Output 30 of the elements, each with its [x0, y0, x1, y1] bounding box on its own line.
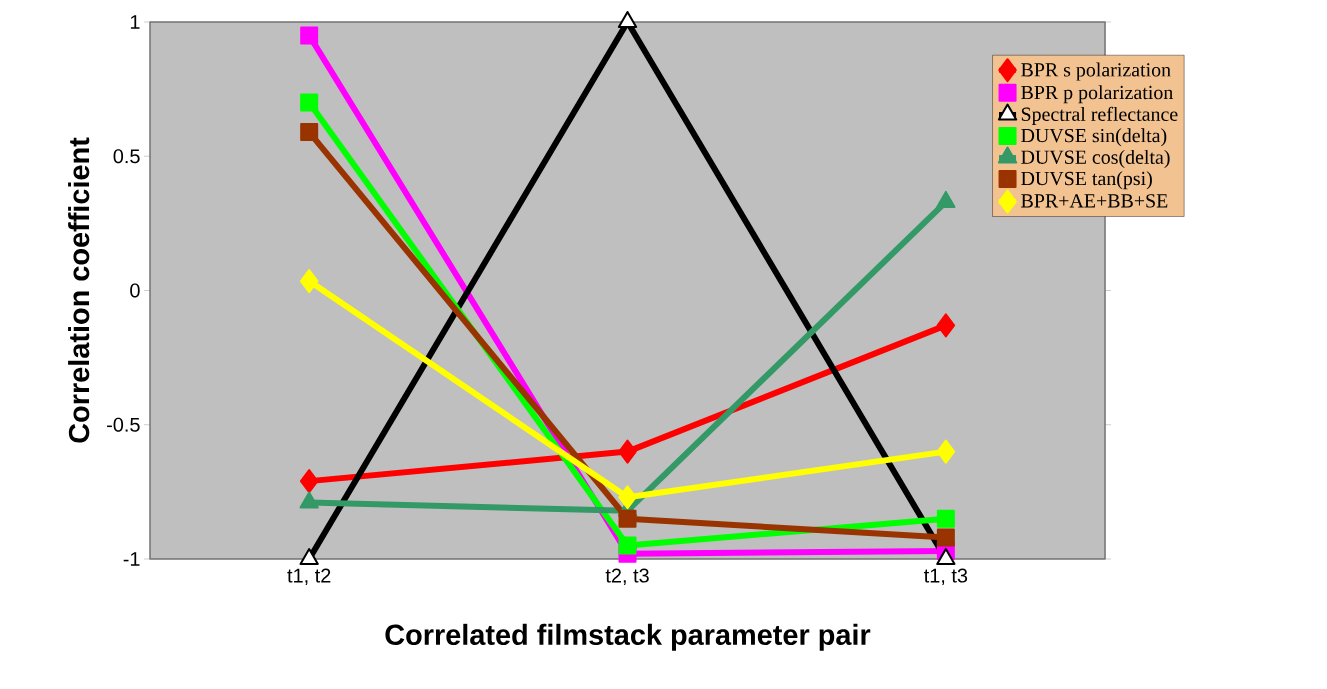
legend-label: DUVSE cos(delta): [1021, 149, 1170, 168]
x-tick-label: t2, t3: [605, 568, 649, 585]
legend-label: Spectral reflectance: [1021, 106, 1178, 126]
point: [936, 528, 955, 547]
x-axis-title: Correlated filmstack parameter pair: [385, 623, 871, 651]
legend-label: BPR p polarization: [1021, 85, 1173, 104]
point: [618, 439, 637, 464]
point: [299, 269, 319, 294]
x-tick-label: t1, t3: [924, 568, 968, 585]
point: [300, 26, 319, 45]
y-tick-label: -0.5: [107, 417, 140, 432]
point: [299, 469, 319, 494]
y-tick-label: 0.5: [113, 149, 140, 164]
y-tick-label: -1: [123, 552, 140, 566]
legend-label: BPR s polarization: [1021, 62, 1171, 81]
point: [618, 536, 637, 555]
point: [936, 509, 955, 528]
y-tick-label: 1: [130, 15, 140, 29]
legend-label: DUVSE sin(delta): [1021, 128, 1167, 147]
point: [618, 509, 637, 528]
legend-label: BPR+AE+BB+SE: [1021, 194, 1168, 208]
point: [936, 313, 956, 338]
point: [936, 439, 956, 464]
point: [618, 485, 637, 510]
y-tick-label: 0: [130, 283, 140, 298]
legend-label: DUVSE tan(psi): [1021, 171, 1152, 190]
x-tick-label: t1, t2: [287, 568, 331, 585]
y-axis-title: Correlation coefficient: [68, 137, 90, 443]
point: [300, 123, 319, 142]
point: [300, 93, 319, 112]
